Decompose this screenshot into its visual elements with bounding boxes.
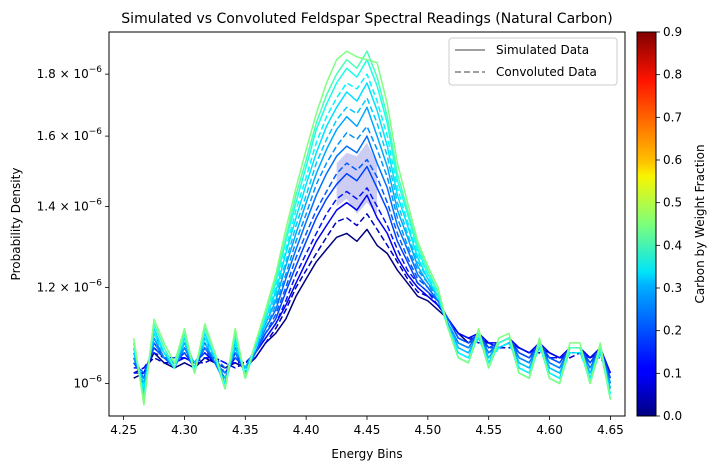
x-tick-label: 4.30	[171, 423, 198, 437]
x-tick-label: 4.25	[110, 423, 137, 437]
y-tick-label: 1.6 × 10−6	[37, 127, 103, 143]
x-axis-label: Energy Bins	[331, 447, 402, 461]
colorbar-tick-label: 0.1	[663, 366, 682, 380]
convoluted-line-3	[133, 187, 612, 374]
y-tick-label: 1.8 × 10−6	[37, 65, 103, 81]
colorbar-tick-label: 0.2	[663, 324, 682, 338]
colorbar-frame	[636, 31, 657, 417]
colorbar-tick-label: 0.0	[663, 409, 682, 423]
simulated-line-0	[133, 228, 612, 379]
convoluted-line-5	[133, 158, 612, 379]
x-tick-label: 4.60	[536, 423, 563, 437]
colorbar-tick-label: 0.3	[663, 281, 682, 295]
colorbar-tick-label: 0.8	[663, 68, 682, 82]
y-tick-label: 1.2 × 10−6	[37, 278, 103, 294]
plot-area	[108, 31, 626, 417]
simulated-line-14	[132, 50, 612, 406]
simulated-line-10	[132, 82, 612, 395]
x-tick-label: 4.40	[293, 423, 320, 437]
colorbar-tick-label: 0.5	[663, 196, 682, 210]
y-tick-label: 10−6	[73, 374, 102, 390]
x-tick-label: 4.65	[597, 423, 624, 437]
y-axis-label: Probability Density	[9, 168, 23, 281]
colorbar-tick-label: 0.4	[663, 238, 682, 252]
y-tick-label: 1.4 × 10−6	[37, 197, 103, 213]
y-axis: 10−6 1.2 × 10−6 1.4 × 10−6 1.6 × 10−6 1.8 × …	[37, 65, 109, 390]
chart-title: Simulated vs Convoluted Feldspar Spectra…	[121, 11, 612, 27]
colorbar-gradient	[637, 32, 656, 416]
colorbar: 0.0 0.1 0.2 0.3 0.4 0.5 0.6 0.7 0.8 0.9 Carbon by…	[636, 25, 707, 423]
legend-label-convoluted: Convoluted Data	[496, 65, 597, 79]
legend: Simulated Data Convoluted Data	[448, 37, 618, 86]
colorbar-tick-label: 0.9	[663, 25, 682, 39]
x-tick-label: 4.45	[354, 423, 381, 437]
x-tick-label: 4.35	[232, 423, 259, 437]
x-tick-label: 4.50	[414, 423, 441, 437]
x-tick-label: 4.55	[475, 423, 502, 437]
legend-label-simulated: Simulated Data	[496, 43, 589, 57]
x-axis: 4.25 4.30 4.35 4.40 4.45 4.50 4.55 4.60 4.65	[110, 416, 624, 437]
colorbar-tick-label: 0.6	[663, 153, 682, 167]
legend-box	[448, 37, 618, 86]
colorbar-tick-label: 0.7	[663, 110, 682, 124]
colorbar-label: Carbon by Weight Fraction	[693, 144, 707, 303]
